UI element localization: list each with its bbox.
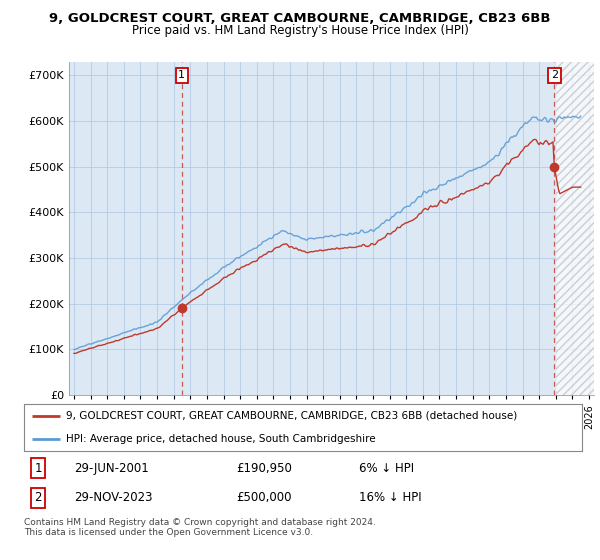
Bar bbox=[556, 62, 594, 395]
Text: 9, GOLDCREST COURT, GREAT CAMBOURNE, CAMBRIDGE, CB23 6BB: 9, GOLDCREST COURT, GREAT CAMBOURNE, CAM… bbox=[49, 12, 551, 25]
Text: 16% ↓ HPI: 16% ↓ HPI bbox=[359, 491, 421, 504]
Text: Price paid vs. HM Land Registry's House Price Index (HPI): Price paid vs. HM Land Registry's House … bbox=[131, 24, 469, 36]
Text: 29-NOV-2023: 29-NOV-2023 bbox=[74, 491, 153, 504]
Text: 29-JUN-2001: 29-JUN-2001 bbox=[74, 462, 149, 475]
Text: 9, GOLDCREST COURT, GREAT CAMBOURNE, CAMBRIDGE, CB23 6BB (detached house): 9, GOLDCREST COURT, GREAT CAMBOURNE, CAM… bbox=[66, 411, 517, 421]
Text: £500,000: £500,000 bbox=[236, 491, 292, 504]
Text: HPI: Average price, detached house, South Cambridgeshire: HPI: Average price, detached house, Sout… bbox=[66, 434, 376, 444]
Text: £190,950: £190,950 bbox=[236, 462, 292, 475]
Text: 2: 2 bbox=[551, 71, 558, 80]
Text: 6% ↓ HPI: 6% ↓ HPI bbox=[359, 462, 414, 475]
Text: Contains HM Land Registry data © Crown copyright and database right 2024.
This d: Contains HM Land Registry data © Crown c… bbox=[24, 518, 376, 538]
Text: 1: 1 bbox=[34, 462, 42, 475]
Text: 2: 2 bbox=[34, 491, 42, 504]
Text: 1: 1 bbox=[178, 71, 185, 80]
